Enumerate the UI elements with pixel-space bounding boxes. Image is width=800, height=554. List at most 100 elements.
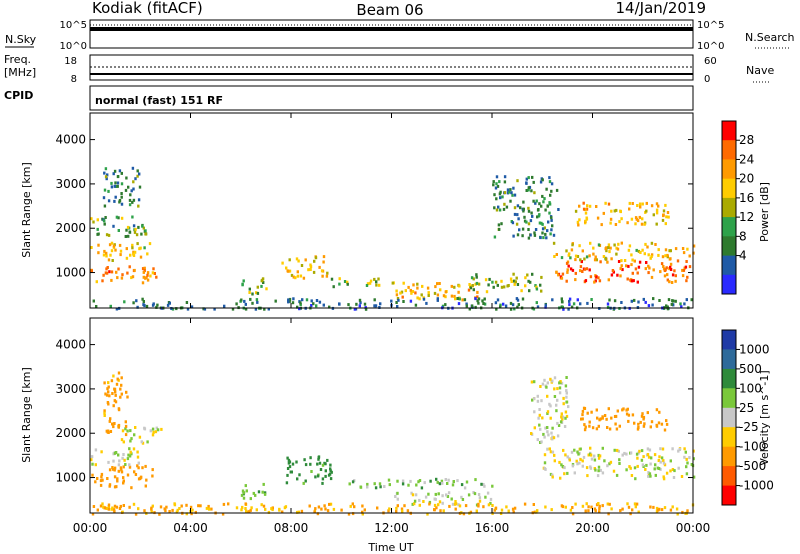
heatmap-cell [605, 249, 608, 253]
colorbar-swatch [722, 368, 736, 389]
heatmap-cell [584, 219, 587, 223]
heatmap-cell [595, 408, 598, 412]
heatmap-cell [578, 218, 581, 222]
heatmap-cell [329, 467, 332, 471]
heatmap-cell [138, 185, 142, 189]
heatmap-cell [155, 426, 158, 430]
heatmap-cell [505, 505, 508, 509]
heatmap-cell [141, 267, 145, 271]
heatmap-cell [692, 449, 695, 453]
heatmap-cell [321, 274, 324, 278]
heatmap-cell [566, 268, 569, 272]
heatmap-cell [438, 282, 441, 285]
heatmap-cell [636, 427, 640, 431]
heatmap-cell [290, 273, 294, 277]
heatmap-cell [585, 207, 589, 211]
heatmap-cell [546, 229, 549, 233]
heatmap-cell [544, 426, 547, 430]
heatmap-cell [396, 491, 399, 495]
heatmap-cell [413, 502, 416, 506]
heatmap-cell [118, 199, 122, 202]
heatmap-cell [497, 223, 501, 227]
heatmap-cell [581, 417, 584, 421]
heatmap-cell [541, 416, 544, 420]
heatmap-cell [475, 275, 478, 279]
heatmap-cell [326, 271, 329, 275]
heatmap-cell [546, 394, 549, 398]
heatmap-cell [604, 247, 607, 251]
heatmap-cell [126, 473, 130, 477]
heatmap-cell [438, 500, 442, 504]
heatmap-cell [555, 253, 558, 256]
heatmap-cell [463, 486, 467, 490]
heatmap-cell [635, 452, 639, 456]
heatmap-cell [348, 482, 351, 486]
heatmap-cell [627, 264, 630, 268]
heatmap-cell [134, 473, 138, 476]
freq-tick-top: 18 [64, 56, 77, 67]
heatmap-cell [634, 477, 637, 481]
heatmap-cell [564, 416, 567, 420]
heatmap-cell [626, 502, 629, 506]
heatmap-cell [571, 243, 574, 247]
heatmap-cell [133, 470, 136, 474]
heatmap-cell [131, 200, 134, 204]
heatmap-cell [566, 270, 569, 274]
heatmap-cell [686, 247, 689, 251]
heatmap-cell [134, 512, 138, 516]
heatmap-cell [564, 453, 567, 457]
heatmap-cell [106, 429, 110, 433]
heatmap-cell [298, 473, 301, 477]
heatmap-cell [110, 270, 114, 274]
heatmap-cell [606, 464, 609, 468]
heatmap-cell [137, 477, 141, 481]
heatmap-cell [141, 281, 145, 285]
heatmap-cell [666, 278, 669, 282]
heatmap-cell [610, 209, 613, 213]
heatmap-cell [113, 451, 117, 455]
heatmap-cell [560, 504, 564, 508]
heatmap-cell [260, 279, 263, 283]
heatmap-cell [630, 299, 633, 303]
heatmap-cell [621, 268, 624, 272]
heatmap-cell [438, 482, 442, 486]
heatmap-cell [634, 267, 638, 271]
heatmap-cell [598, 510, 601, 514]
heatmap-cell [476, 290, 479, 294]
heatmap-cell [111, 422, 114, 426]
heatmap-cell [136, 455, 140, 459]
heatmap-cell [92, 220, 95, 224]
heatmap-cell [617, 242, 620, 246]
heatmap-cell [503, 191, 507, 195]
heatmap-cell [663, 274, 667, 278]
heatmap-cell [105, 507, 108, 510]
heatmap-cell [402, 281, 405, 285]
heatmap-cell [107, 233, 111, 237]
heatmap-cell [326, 458, 329, 462]
heatmap-cell [616, 247, 620, 251]
heatmap-cell [578, 461, 581, 465]
heatmap-cell [156, 428, 160, 432]
heatmap-cell [565, 395, 568, 399]
heatmap-cell [115, 307, 119, 311]
x-tick-label: 00:00 [676, 521, 711, 535]
colorbar-swatch [722, 427, 736, 448]
heatmap-cell [663, 506, 667, 510]
heatmap-cell [295, 257, 299, 261]
heatmap-cell [525, 181, 528, 185]
heatmap-cell [516, 233, 520, 237]
heatmap-cell [425, 301, 428, 305]
nave-label: Nave [746, 64, 774, 77]
heatmap-cell [641, 412, 644, 416]
heatmap-cell [287, 298, 290, 302]
nsearch-tick-top: 10^5 [697, 20, 724, 31]
heatmap-cell [271, 506, 274, 510]
heatmap-cell [564, 505, 567, 509]
heatmap-cell [657, 508, 660, 512]
heatmap-cell [581, 409, 585, 413]
heatmap-cell [418, 297, 421, 301]
heatmap-cell [525, 177, 528, 181]
heatmap-cell [127, 234, 130, 238]
heatmap-cell [324, 469, 327, 473]
heatmap-cell [110, 278, 113, 282]
